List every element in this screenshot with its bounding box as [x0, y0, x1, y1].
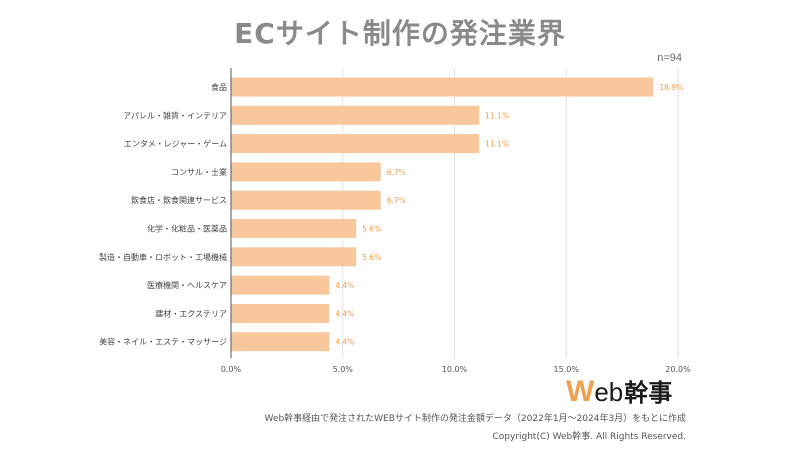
- bar: [231, 303, 330, 323]
- bar: [231, 105, 480, 125]
- value-label: 11.1%: [485, 140, 509, 149]
- value-label: 6.7%: [387, 168, 406, 177]
- category-label: エンタメ・レジャー・ゲーム: [124, 139, 227, 149]
- bar: [231, 77, 654, 97]
- value-label: 6.7%: [387, 196, 406, 205]
- x-tick-label: 0.0%: [221, 365, 242, 374]
- category-label: 医療機関・ヘルスケア: [147, 280, 227, 290]
- category-label: 美容・ネイル・エステ・マッサージ: [99, 337, 227, 347]
- category-label: アパレル・雑貨・インテリア: [123, 110, 227, 120]
- value-label: 4.4%: [335, 338, 354, 347]
- x-tick-label: 15.0%: [554, 365, 580, 374]
- bar: [231, 162, 381, 182]
- x-tick-label: 5.0%: [333, 365, 354, 374]
- bar: [231, 247, 357, 267]
- category-label: 製造・自動車・ロボット・工場機械: [99, 252, 227, 262]
- copyright-text: Copyright(C) Web幹事. All Rights Reserved.: [492, 432, 686, 442]
- bar: [231, 275, 330, 295]
- category-label: コンサル・士業: [171, 167, 227, 177]
- value-label: 4.4%: [335, 281, 354, 290]
- value-label: 18.9%: [659, 83, 683, 92]
- x-tick-label: 20.0%: [665, 365, 691, 374]
- source-note: Web幹事経由で発注されたWEBサイト制作の発注金額データ（2022年1月〜20…: [264, 414, 686, 424]
- category-label: 食品: [211, 82, 227, 92]
- x-tick-label: 10.0%: [442, 365, 468, 374]
- bar: [231, 332, 330, 352]
- value-label: 5.6%: [362, 253, 381, 262]
- bar: [231, 219, 357, 238]
- sample-size-label: n=94: [657, 52, 682, 64]
- category-label: 建材・エクステリア: [155, 308, 227, 318]
- bar: [231, 190, 381, 210]
- value-label: 4.4%: [335, 309, 354, 318]
- chart-title: ECサイト制作の発注業界: [234, 17, 566, 50]
- category-label: 飲食店・飲食関連サービス: [131, 195, 227, 205]
- value-label: 5.6%: [362, 225, 381, 234]
- value-label: 11.1%: [485, 111, 509, 120]
- category-label: 化学・化粧品・医薬品: [147, 224, 227, 234]
- bar: [231, 134, 480, 154]
